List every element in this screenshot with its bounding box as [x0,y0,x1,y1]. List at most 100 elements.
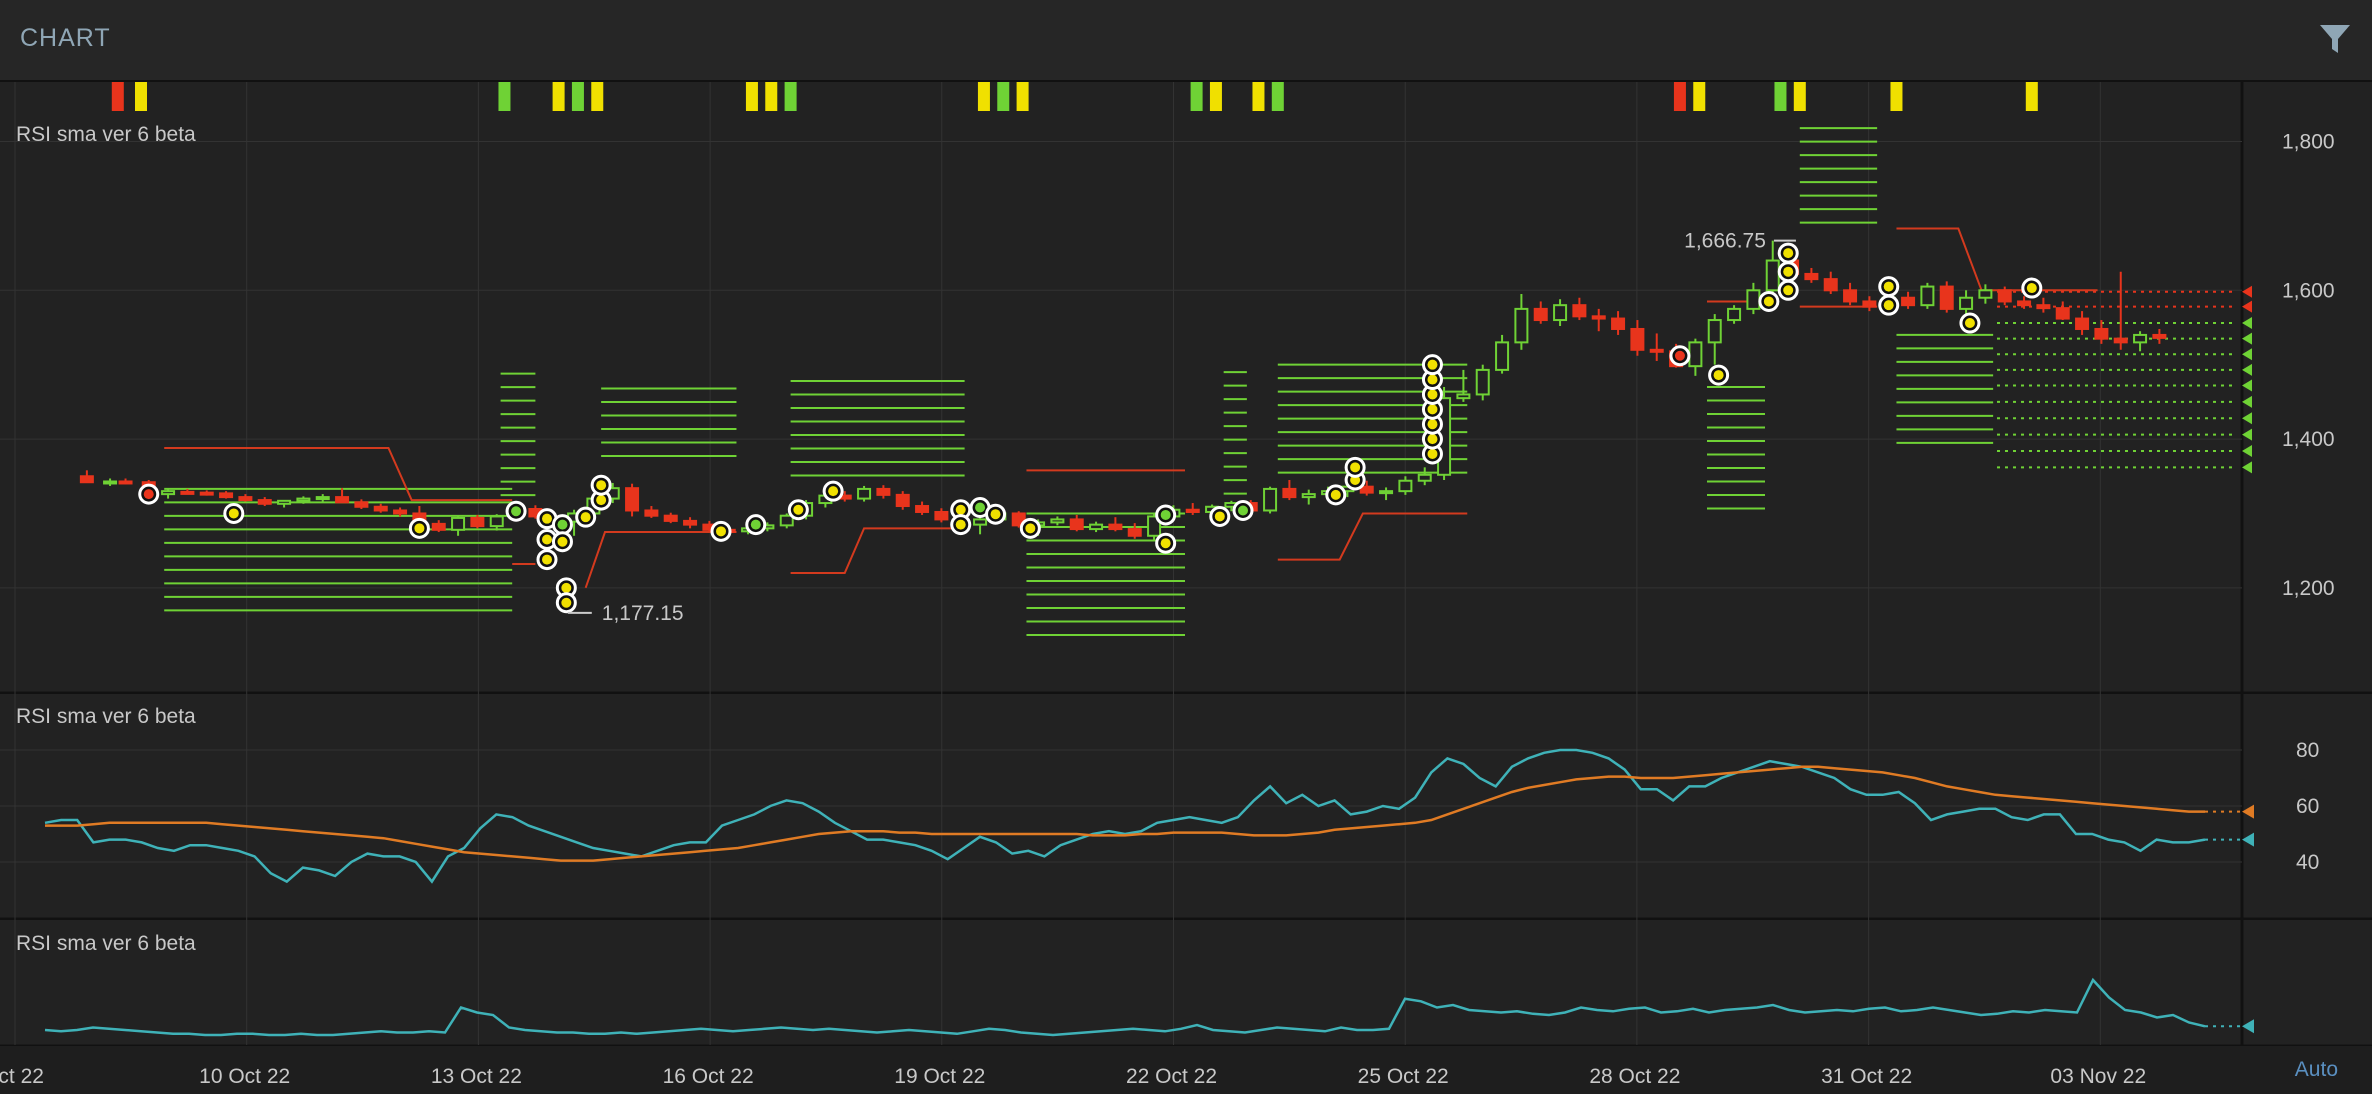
support-level-block [601,387,737,457]
rsi-sma-line [45,765,2205,862]
resistance-line [790,527,965,574]
panel-1-title: RSI sma ver 6 beta [16,123,196,146]
panel-2-title: RSI sma ver 6 beta [16,705,196,728]
level-arrow-marker [2242,395,2252,408]
support-level-block [1223,371,1247,495]
signal-marker [710,520,732,542]
candle-body [79,475,94,484]
candle-body [451,516,466,531]
candle-body [934,510,949,521]
signal-bar [1016,82,1029,111]
signal-marker-dot [561,582,572,593]
level-arrow-marker [2242,461,2252,474]
candle-body [1011,512,1026,527]
signal-marker-dot [580,512,591,523]
signal-bar [1774,82,1787,111]
candle-body [973,518,988,526]
signal-bar [1890,82,1903,111]
signal-marker [2021,277,2043,299]
candle-body [354,501,369,508]
signal-marker-dot [143,489,154,500]
candle-body [2113,337,2128,344]
signal-marker [551,514,573,536]
auto-scale-button[interactable]: Auto [2294,1058,2338,1081]
signal-bar [1190,82,1203,111]
signal-bar [2025,82,2038,111]
signal-marker-dot [1964,318,1975,329]
candle-body [1939,285,1954,310]
candle-body [625,487,640,512]
candle-body [1069,518,1084,531]
candle-body [683,519,698,526]
candle-body [1746,289,1761,310]
signal-bar [552,82,565,111]
candle-body [199,491,214,496]
candle-body [1823,278,1838,292]
signal-marker [1421,413,1443,435]
x-axis-background [0,1046,2372,1094]
signal-marker-dot [1025,523,1036,534]
candle-body [1185,508,1200,513]
candle-body [118,480,133,485]
candle-body [2152,333,2167,339]
signal-marker [1959,312,1981,334]
candle-body [876,487,891,496]
y-tick-label: 60 [2296,795,2319,818]
candle-body [857,487,872,500]
signal-marker [1421,369,1443,391]
signal-marker [223,502,245,524]
chart-header: CHART [0,0,2372,82]
candle-body [1495,341,1510,371]
signal-marker-dot [1214,511,1225,522]
signal-marker [1209,505,1231,527]
level-arrow-marker [2242,444,2252,457]
signal-marker [950,514,972,536]
signal-marker-dot [596,480,607,491]
candle-body [1282,487,1297,499]
signal-marker-dot [542,513,552,524]
signal-bar [135,82,147,111]
signal-marker-dot [1330,489,1341,500]
x-tick-label: Oct 22 [0,1065,44,1088]
signal-marker [1777,242,1799,264]
x-tick-label: 31 Oct 22 [1821,1065,1912,1088]
candle-body [219,492,234,499]
signal-marker [822,480,844,502]
signal-marker-dot [542,554,552,565]
candle-body [644,509,659,517]
signal-marker-dot [1160,538,1171,549]
signal-marker-dot [750,519,761,530]
chart-canvas[interactable]: Oct 22 10 Oct 22 13 Oct 22 16 Oct 22 19 Oct … [0,82,2372,1094]
candle-body [1843,289,1858,303]
price-annotation: 1,666.75 [1684,230,1766,253]
resistance-line [584,531,737,589]
signal-marker [1155,532,1177,554]
signal-marker [787,499,809,521]
signal-marker-dot [511,506,522,517]
signal-marker [1878,294,1900,316]
candle-body [1514,307,1529,344]
signal-marker-dot [596,495,607,506]
level-arrow-marker [2242,285,2252,298]
signal-marker [1344,456,1366,478]
signal-bar [745,82,758,111]
candle-body [1475,368,1490,396]
signal-marker [1421,383,1443,405]
candle-body [1398,479,1413,493]
signal-bar [591,82,604,111]
x-tick-label: 03 Nov 22 [2050,1065,2146,1088]
signal-marker [745,514,767,536]
y-tick-label: 1,800 [2282,131,2335,154]
x-tick-label: 13 Oct 22 [431,1065,522,1088]
filter-icon[interactable] [2318,22,2352,56]
candle-body [277,499,292,505]
support-level-block [790,380,965,477]
signal-marker-dot [955,519,966,530]
candle-body [1727,307,1742,322]
signal-marker [1421,354,1443,376]
candle-body [1147,515,1162,537]
panel-3-background [0,920,2372,1045]
signal-marker-dot [1783,266,1794,277]
candle-body [1108,523,1123,531]
signal-marker-dot [1883,300,1894,311]
